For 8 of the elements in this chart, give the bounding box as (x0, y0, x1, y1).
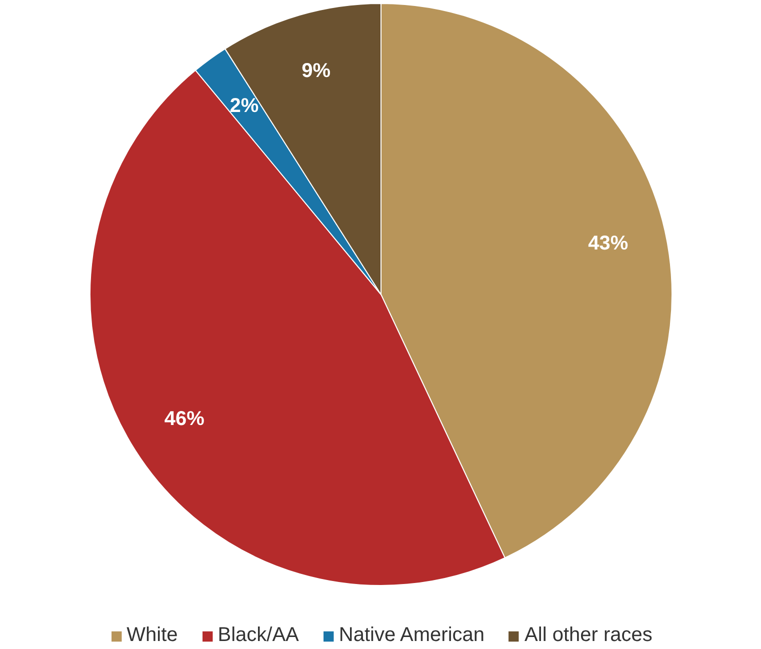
legend-label: Native American (338, 624, 485, 647)
legend-label: All other races (524, 624, 652, 647)
data-label: 46% (164, 408, 205, 430)
data-label: 2% (230, 95, 259, 118)
data-label: 43% (588, 232, 628, 255)
legend-label: White (126, 624, 178, 647)
data-label: 9% (302, 60, 331, 82)
legend-label: Black/AA (218, 624, 299, 647)
